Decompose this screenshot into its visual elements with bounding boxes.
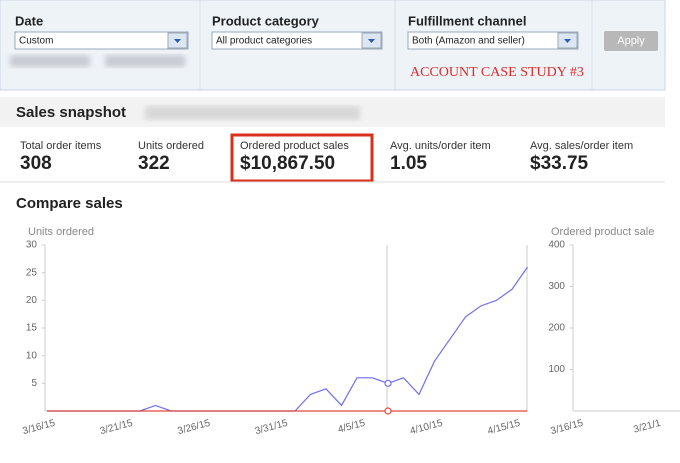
filter-label: Product category [212,13,320,28]
x-tick-label: 3/26/15 [176,418,211,437]
select-arrow [368,39,375,43]
annotation: ACCOUNT CASE STUDY #3 [410,65,584,80]
metric-label: Ordered product sales [240,140,349,152]
x-tick-label: 3/16/15 [549,418,584,437]
metric-label: Units ordered [138,140,204,152]
blurred-text [145,106,360,120]
compare-title: Compare sales [16,195,123,212]
x-tick-label: 4/15/15 [486,418,521,437]
select[interactable] [211,31,383,50]
snapshot-title: Sales snapshot [16,104,126,121]
x-tick-label: 3/16/15 [21,418,56,437]
select-value: Custom [19,36,53,47]
y-tick-label: 200 [548,323,565,334]
blurred-field [10,55,90,67]
y-tick-label: 15 [26,323,38,334]
metric-value: 322 [138,153,170,174]
y-tick-label: 30 [26,240,38,251]
y-tick-label: 300 [548,281,565,292]
hover-marker [384,379,392,387]
filter-label: Fulfillment channel [408,13,526,28]
y-tick-label: 20 [26,295,38,306]
blurred-field [105,55,185,67]
metric-label: Avg. units/order item [390,140,491,152]
x-tick-label: 3/31/15 [254,418,289,437]
select-arrow [564,39,571,43]
metric-value: $33.75 [530,153,589,174]
select[interactable] [14,31,189,50]
metric-label: Avg. sales/order item [530,140,633,152]
apply-label: Apply [617,35,645,47]
select[interactable] [407,31,579,50]
chart-title: Ordered product sale [551,226,654,238]
data-line [47,266,528,412]
x-tick-label: 4/10/15 [409,418,444,437]
chart-title: Units ordered [28,226,94,238]
metric-value: 1.05 [390,153,427,174]
x-tick-label: 3/21/15 [99,418,134,437]
select-value: Both (Amazon and seller) [412,36,525,47]
apply-button[interactable] [604,31,658,51]
y-tick-label: 25 [26,267,38,278]
y-tick-label: 5 [31,378,37,389]
hover-marker [384,407,392,415]
x-tick-label: 4/5/15 [337,418,367,436]
highlight-box [230,133,374,183]
metric-label: Total order items [20,140,102,152]
y-tick-label: 400 [548,240,565,251]
y-tick-label: 100 [548,364,565,375]
y-tick-label: 10 [26,350,38,361]
filter-label: Date [15,13,43,28]
select-value: All product categories [216,36,312,47]
metric-value: $10,867.50 [240,153,335,174]
x-tick-label: 3/21/1 [632,418,662,436]
metric-value: 308 [20,153,52,174]
select-arrow [174,39,181,43]
